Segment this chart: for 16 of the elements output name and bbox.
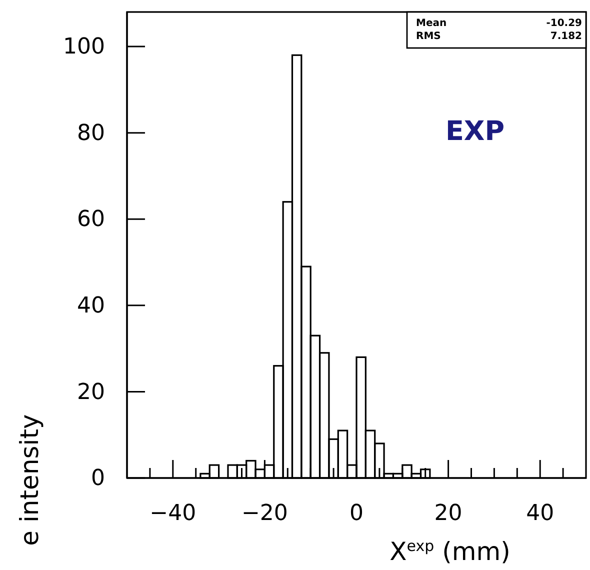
y-tick-label: 20 (77, 380, 105, 405)
x-axis-title: X$^{exp}$ (mm) (390, 537, 510, 566)
y-tick-label: 100 (63, 34, 105, 60)
y-tick-label: 40 (77, 293, 105, 318)
text: Mean -10.29 (416, 18, 582, 29)
text: RMS 7.182 (416, 31, 582, 42)
y-tick-label: 80 (77, 120, 105, 146)
x-tick-label: 20 (434, 501, 462, 526)
x-tick-label: 0 (350, 501, 364, 526)
x-tick-label: 40 (526, 501, 554, 526)
y-tick-label: 60 (77, 207, 105, 232)
annotation: EXP (445, 116, 505, 147)
y-tick-label: 0 (91, 466, 105, 492)
x-tick-label: −40 (150, 501, 196, 526)
x-tick-label: −20 (241, 501, 288, 526)
y-axis-title: e intensity (15, 414, 44, 546)
